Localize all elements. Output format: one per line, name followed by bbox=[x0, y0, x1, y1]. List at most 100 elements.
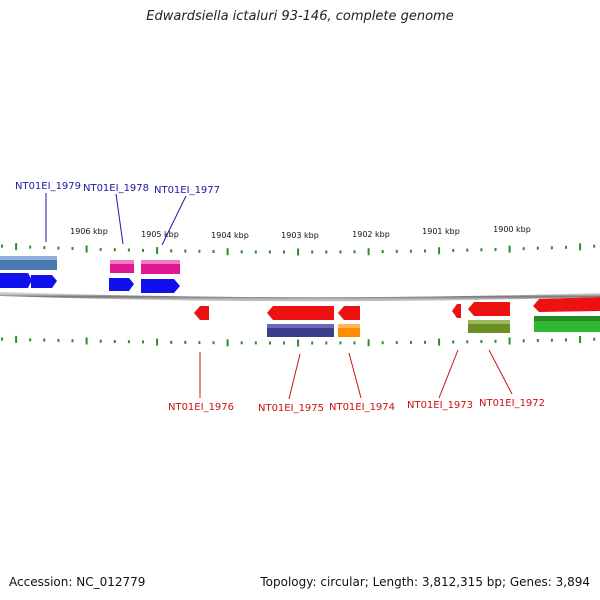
minor-tick bbox=[593, 244, 596, 248]
genome-title: Edwardsiella ictaluri 93-146, complete g… bbox=[146, 9, 454, 24]
leader-line bbox=[115, 193, 124, 245]
minor-tick bbox=[99, 247, 102, 251]
leader-line bbox=[161, 195, 187, 246]
major-tick bbox=[156, 338, 159, 346]
minor-tick bbox=[339, 341, 342, 345]
minor-tick bbox=[184, 249, 187, 253]
minor-tick bbox=[1, 337, 3, 341]
major-tick bbox=[438, 247, 441, 255]
minor-tick bbox=[198, 249, 201, 253]
minor-tick bbox=[339, 250, 342, 254]
scale-label: 1903 kbp bbox=[281, 231, 319, 240]
minor-tick bbox=[283, 341, 285, 345]
major-tick bbox=[367, 248, 370, 256]
minor-tick bbox=[240, 341, 243, 345]
leader-line bbox=[488, 349, 513, 395]
minor-tick bbox=[99, 339, 102, 343]
gene-label[interactable]: NT01EI_1977 bbox=[154, 185, 220, 196]
gene-label[interactable]: NT01EI_1978 bbox=[83, 183, 149, 194]
major-tick bbox=[579, 336, 582, 343]
minor-tick bbox=[395, 341, 398, 345]
major-tick bbox=[367, 339, 370, 347]
minor-tick bbox=[311, 250, 314, 254]
gene-arrow[interactable] bbox=[267, 306, 334, 320]
gene-feature bbox=[110, 260, 134, 264]
gene-label[interactable]: NT01EI_1973 bbox=[407, 400, 473, 411]
gene-arrow[interactable] bbox=[452, 304, 461, 318]
gene-arrow[interactable] bbox=[468, 302, 510, 316]
genome-backbone bbox=[0, 292, 600, 302]
minor-tick bbox=[170, 249, 173, 253]
minor-tick bbox=[593, 337, 596, 341]
gene-label[interactable]: NT01EI_1972 bbox=[479, 398, 545, 409]
minor-tick bbox=[311, 341, 314, 345]
tick-row-top bbox=[1, 243, 596, 256]
gene-label[interactable]: NT01EI_1976 bbox=[168, 402, 234, 413]
minor-tick bbox=[480, 340, 483, 343]
minor-tick bbox=[127, 248, 130, 252]
gene-arrow[interactable] bbox=[141, 279, 180, 293]
minor-tick bbox=[283, 250, 285, 254]
minor-tick bbox=[127, 340, 130, 344]
minor-tick bbox=[353, 250, 356, 254]
gene-arrow[interactable] bbox=[0, 273, 32, 288]
genome-summary-text: Topology: circular; Length: 3,812,315 bp… bbox=[260, 575, 590, 589]
minor-tick bbox=[494, 248, 497, 251]
minor-tick bbox=[212, 250, 215, 253]
gene-feature bbox=[534, 316, 600, 321]
minor-tick bbox=[565, 245, 567, 249]
minor-tick bbox=[550, 246, 553, 250]
minor-tick bbox=[254, 250, 257, 254]
gene-arrow[interactable] bbox=[109, 278, 134, 291]
minor-tick bbox=[254, 341, 257, 345]
leader-line bbox=[288, 353, 301, 400]
minor-tick bbox=[409, 249, 412, 253]
minor-tick bbox=[57, 246, 60, 250]
gene-arrow[interactable] bbox=[31, 275, 57, 288]
gene-label[interactable]: NT01EI_1975 bbox=[258, 403, 324, 414]
minor-tick bbox=[43, 246, 46, 250]
major-tick bbox=[85, 337, 88, 345]
minor-tick bbox=[29, 245, 32, 249]
minor-tick bbox=[466, 248, 469, 252]
minor-tick bbox=[142, 248, 144, 252]
gene-label[interactable]: NT01EI_1974 bbox=[329, 402, 395, 413]
gene-label[interactable]: NT01EI_1979 bbox=[15, 181, 81, 192]
minor-tick bbox=[536, 246, 539, 250]
gene-arrow[interactable] bbox=[194, 306, 209, 320]
gene-feature bbox=[468, 320, 510, 324]
minor-tick bbox=[452, 340, 455, 344]
minor-tick bbox=[184, 340, 187, 344]
scale-label: 1906 kbp bbox=[70, 227, 108, 236]
minor-tick bbox=[381, 341, 384, 345]
reverse-strand-genes bbox=[194, 297, 600, 337]
minor-tick bbox=[536, 339, 539, 342]
major-tick bbox=[297, 248, 300, 256]
minor-tick bbox=[29, 338, 32, 342]
minor-tick bbox=[494, 339, 497, 343]
minor-tick bbox=[142, 340, 144, 344]
gene-feature bbox=[338, 324, 360, 328]
minor-tick bbox=[170, 340, 173, 344]
tick-row-bottom bbox=[1, 335, 596, 347]
major-tick bbox=[156, 247, 159, 255]
minor-tick bbox=[424, 340, 426, 344]
minor-tick bbox=[113, 248, 116, 252]
minor-tick bbox=[198, 341, 201, 345]
minor-tick bbox=[1, 244, 3, 248]
major-tick bbox=[297, 339, 300, 347]
gene-arrow[interactable] bbox=[533, 297, 600, 312]
minor-tick bbox=[466, 340, 469, 344]
minor-tick bbox=[57, 338, 60, 342]
minor-tick bbox=[522, 339, 525, 343]
major-tick bbox=[15, 243, 18, 251]
minor-tick bbox=[565, 338, 567, 342]
major-tick bbox=[226, 339, 229, 347]
gene-arrow[interactable] bbox=[338, 306, 360, 320]
minor-tick bbox=[43, 338, 46, 342]
minor-tick bbox=[550, 338, 553, 342]
minor-tick bbox=[212, 341, 215, 345]
major-tick bbox=[579, 243, 582, 251]
gene-feature bbox=[267, 324, 334, 328]
